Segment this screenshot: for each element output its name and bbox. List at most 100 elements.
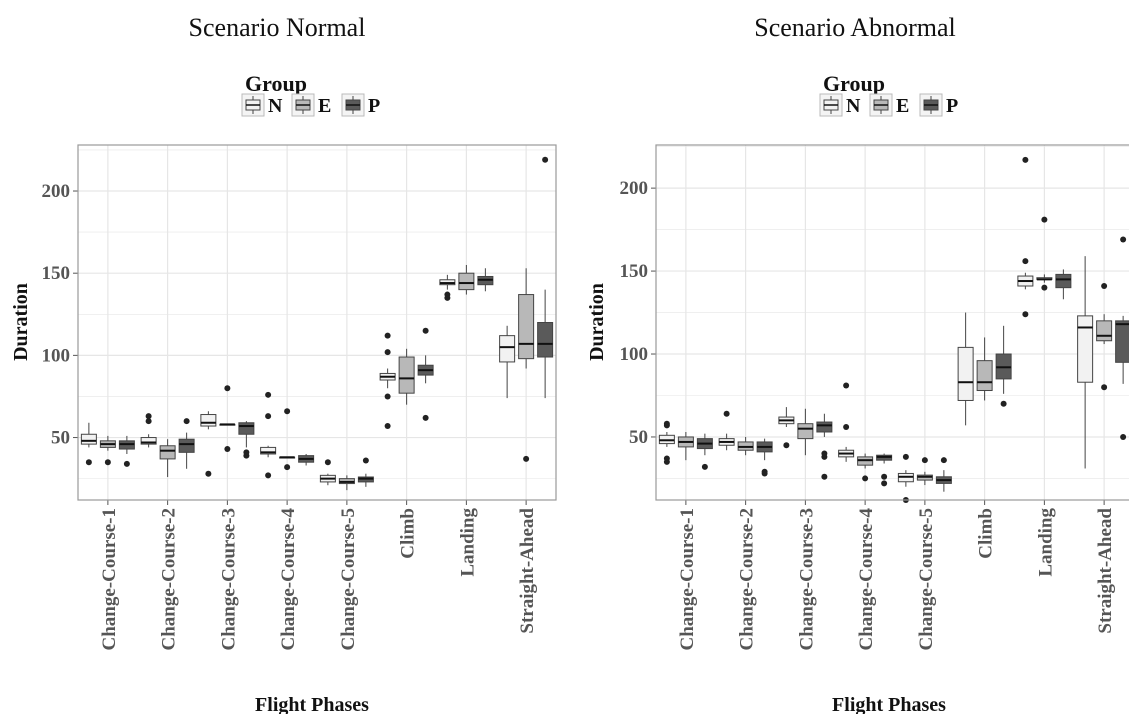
outlier-point	[1041, 284, 1048, 291]
outlier-point	[862, 475, 869, 482]
box-P	[298, 453, 315, 466]
box-E	[916, 457, 933, 486]
x-tick-label: Landing	[1035, 508, 1056, 577]
box-P	[357, 457, 374, 487]
box-E	[976, 337, 993, 401]
outlier-point	[85, 459, 92, 466]
box-E	[518, 268, 535, 462]
outlier-point	[422, 327, 429, 334]
chart-title: Scenario Abnormal	[754, 13, 955, 42]
y-tick-label: 100	[42, 345, 71, 366]
x-tick-label: Change-Course-1	[99, 508, 120, 651]
box-body	[537, 322, 554, 358]
box-body	[1096, 320, 1113, 342]
outlier-point	[324, 459, 331, 466]
legend-item-N: N	[819, 93, 861, 117]
box-body	[976, 360, 993, 392]
outlier-point	[265, 391, 272, 398]
y-tick-label: 150	[42, 263, 71, 284]
y-axis-label: Duration	[10, 283, 32, 361]
outlier-point	[843, 382, 850, 389]
box-P	[238, 421, 255, 459]
outlier-point	[881, 480, 888, 487]
plot-background	[656, 145, 1129, 500]
box-N	[897, 453, 914, 503]
box-body	[957, 346, 974, 401]
outlier-point	[362, 457, 369, 464]
legend-label: N	[846, 95, 861, 117]
box-body	[238, 422, 255, 435]
outlier-point	[1041, 216, 1048, 223]
box-body	[200, 414, 217, 427]
outlier-point	[542, 156, 549, 163]
outlier-point	[881, 473, 888, 480]
outlier-point	[663, 455, 670, 462]
box-N	[1017, 156, 1034, 318]
plot-area: 50 100 150 200 Change-Course-1 Change-Course-…	[42, 144, 557, 651]
x-tick-label: Change-Course-2	[737, 508, 758, 651]
box-P	[696, 433, 713, 470]
outlier-point	[384, 393, 391, 400]
box-E	[159, 439, 176, 477]
x-tick-label: Change-Course-3	[218, 508, 239, 651]
box-body	[80, 433, 97, 445]
box-N	[718, 410, 735, 451]
legend-item-N: N	[241, 93, 283, 117]
x-tick-label: Change-Course-1	[677, 508, 698, 651]
x-tick-label: Change-Course-4	[278, 508, 299, 651]
y-tick-label: 200	[42, 181, 71, 202]
legend: Group N E P	[241, 71, 380, 117]
legend-title: Group	[823, 71, 885, 96]
plot-border	[655, 144, 1129, 501]
box-body	[159, 445, 176, 460]
outlier-point	[761, 468, 768, 475]
box-body	[1077, 315, 1094, 383]
x-tick-label: Climb	[976, 508, 997, 559]
outlier-point	[145, 418, 152, 425]
box-P	[178, 418, 195, 469]
outlier-point	[205, 470, 212, 477]
outlier-point	[902, 453, 909, 460]
chart-abnormal: Scenario Abnormal Group N E P Duration Fli…	[586, 13, 1129, 714]
box-E	[737, 436, 754, 456]
box-N	[80, 422, 97, 466]
x-axis-label: Flight Phases	[832, 694, 946, 714]
box-P	[995, 325, 1012, 407]
chart-title: Scenario Normal	[189, 13, 366, 42]
x-axis-label: Flight Phases	[255, 694, 369, 714]
y-tick-label: 50	[51, 428, 70, 449]
outlier-point	[1022, 311, 1029, 318]
outlier-point	[384, 423, 391, 430]
box-E	[458, 264, 475, 295]
box-P	[118, 435, 135, 467]
x-tick-label: Straight-Ahead	[1095, 508, 1116, 634]
y-tick-label: 100	[620, 344, 649, 365]
box-N	[658, 420, 675, 465]
y-tick-label: 150	[620, 261, 649, 282]
outlier-point	[104, 459, 111, 466]
box-body	[499, 335, 516, 363]
outlier-point	[1101, 283, 1108, 290]
legend-label: N	[268, 95, 283, 117]
box-E	[279, 408, 296, 471]
box-N	[838, 382, 855, 462]
outlier-point	[723, 410, 730, 417]
outlier-point	[1120, 433, 1127, 440]
outlier-point	[145, 413, 152, 420]
box-E	[398, 348, 415, 405]
box-body	[260, 446, 277, 455]
outlier-point	[821, 473, 828, 480]
outlier-point	[243, 449, 250, 456]
outlier-point	[1022, 258, 1029, 265]
box-P	[876, 453, 893, 487]
box-N	[499, 325, 516, 399]
outlier-point	[1000, 400, 1007, 407]
box-body	[816, 421, 833, 433]
legend-item-P: P	[919, 93, 958, 117]
box-body	[1055, 273, 1072, 289]
legend: Group N E P	[819, 71, 958, 117]
outlier-point	[1101, 384, 1108, 391]
box-E	[99, 435, 116, 466]
outlier-point	[265, 413, 272, 420]
